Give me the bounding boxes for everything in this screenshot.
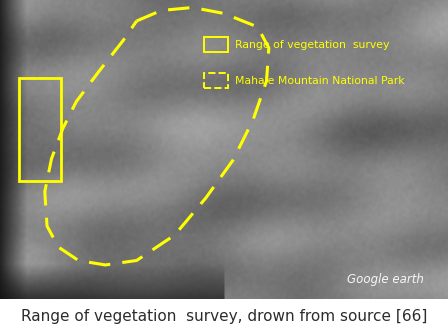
Text: Mahale Mountain National Park: Mahale Mountain National Park	[235, 76, 405, 86]
Text: Range of vegetation  survey, drown from source [66]: Range of vegetation survey, drown from s…	[21, 309, 427, 324]
Bar	[204, 38, 228, 52]
Bar	[204, 73, 228, 88]
Bar	[19, 78, 61, 181]
Text: Google earth: Google earth	[347, 273, 424, 286]
Text: Range of vegetation  survey: Range of vegetation survey	[235, 40, 390, 50]
